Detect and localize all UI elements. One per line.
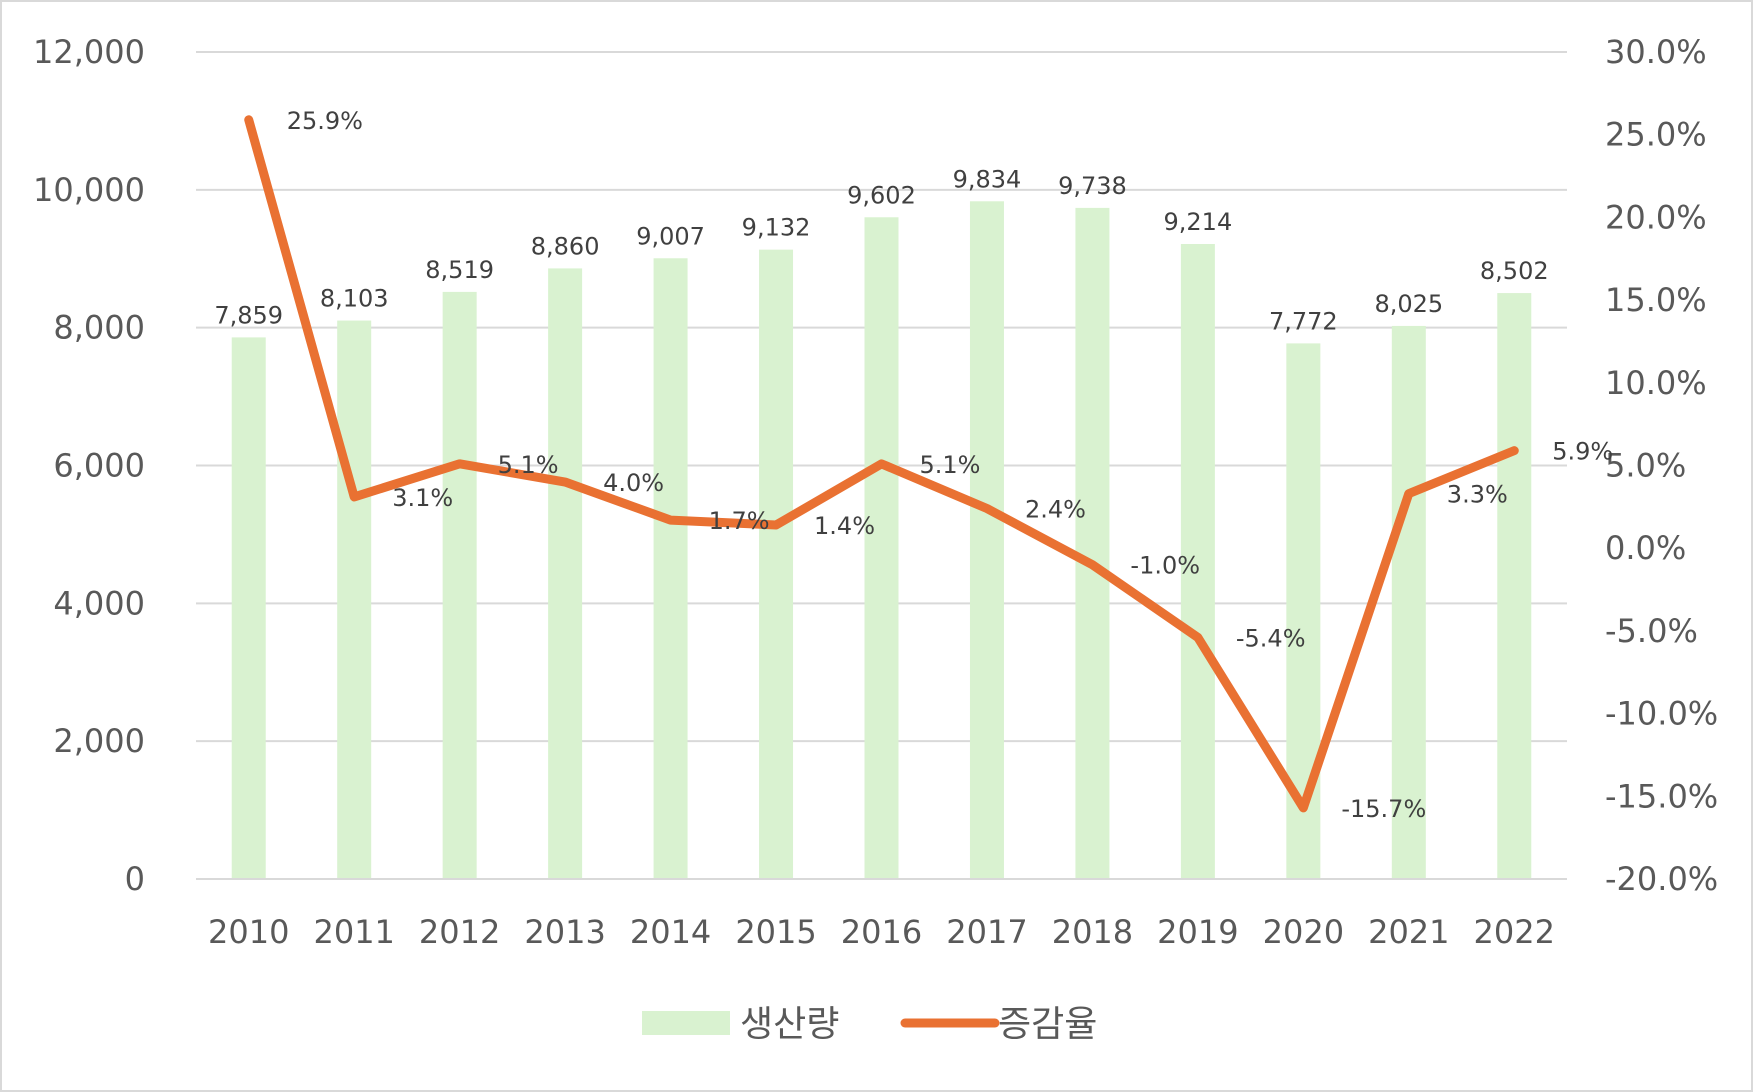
x-tick-label: 2016 — [841, 913, 922, 951]
bar — [1075, 207, 1110, 879]
y-right-tick-label: 10.0% — [1605, 364, 1707, 402]
x-tick-label: 2021 — [1368, 913, 1449, 951]
legend-bar-label: 생산량 — [740, 1004, 839, 1045]
bar-data-label: 8,025 — [1374, 290, 1443, 318]
bar — [1497, 293, 1532, 879]
y-right-tick-label: 5.0% — [1605, 447, 1686, 485]
y-right-tick-label: 0.0% — [1605, 529, 1686, 567]
x-tick-label: 2014 — [630, 913, 711, 951]
y-left-tick-label: 2,000 — [53, 722, 145, 760]
bar — [969, 201, 1004, 879]
x-tick-label: 2011 — [313, 913, 394, 951]
bar-data-label: 7,772 — [1269, 307, 1338, 335]
line-data-label: 3.3% — [1447, 481, 1508, 509]
y-left-tick-label: 12,000 — [33, 33, 145, 71]
x-tick-label: 2015 — [735, 913, 816, 951]
bar-data-label: 9,738 — [1058, 172, 1127, 200]
y-left-tick-label: 0 — [125, 860, 145, 898]
line-data-label: 3.1% — [392, 484, 453, 512]
y-right-tick-label: 30.0% — [1605, 33, 1707, 71]
bar — [864, 217, 899, 880]
bar-data-label: 9,602 — [847, 181, 916, 209]
line-data-label: 5.1% — [498, 451, 559, 479]
line-data-label: -1.0% — [1130, 552, 1200, 580]
line-data-label: 25.9% — [287, 107, 363, 135]
bar-data-label: 9,007 — [636, 222, 705, 250]
line-data-label: 1.7% — [709, 507, 770, 535]
bar-data-label: 8,860 — [531, 232, 600, 260]
legend-bar-swatch — [642, 1011, 730, 1035]
x-tick-label: 2013 — [524, 913, 605, 951]
x-tick-label: 2020 — [1263, 913, 1344, 951]
x-tick-label: 2017 — [946, 913, 1027, 951]
bar — [759, 249, 794, 879]
line-data-label: 5.9% — [1552, 438, 1613, 466]
x-tick-label: 2019 — [1157, 913, 1238, 951]
x-tick-label: 2022 — [1474, 913, 1555, 951]
y-right-tick-label: 20.0% — [1605, 198, 1707, 236]
line-data-label: 4.0% — [603, 469, 664, 497]
bar — [337, 320, 372, 879]
bar — [442, 291, 477, 879]
bar-data-label: 9,214 — [1164, 208, 1233, 236]
line-data-label: 2.4% — [1025, 496, 1086, 524]
bar-data-label: 8,519 — [425, 256, 494, 284]
bar — [1180, 244, 1215, 879]
legend-line-label: 증감율 — [998, 1004, 1097, 1045]
x-tick-label: 2018 — [1052, 913, 1133, 951]
x-tick-label: 2010 — [208, 913, 289, 951]
y-right-tick-label: -5.0% — [1605, 612, 1698, 650]
bar-data-label: 9,834 — [953, 165, 1022, 193]
y-right-tick-label: 25.0% — [1605, 116, 1707, 154]
bar — [1391, 325, 1426, 880]
bar-data-label: 9,132 — [742, 214, 811, 242]
y-right-tick-label: -20.0% — [1605, 860, 1718, 898]
y-left-tick-label: 8,000 — [53, 309, 145, 347]
line-data-label: 5.1% — [920, 451, 981, 479]
y-left-tick-label: 10,000 — [33, 171, 145, 209]
y-left-tick-label: 6,000 — [53, 447, 145, 485]
x-tick-label: 2012 — [419, 913, 500, 951]
y-right-tick-label: 15.0% — [1605, 281, 1707, 319]
bar-data-label: 8,103 — [320, 285, 389, 313]
y-left-tick-label: 4,000 — [53, 584, 145, 622]
y-right-tick-label: -10.0% — [1605, 695, 1718, 733]
bar — [653, 258, 688, 879]
bar — [548, 268, 583, 880]
bar-data-label: 7,859 — [214, 301, 283, 329]
line-data-label: -5.4% — [1236, 625, 1306, 653]
line-data-label: 1.4% — [814, 512, 875, 540]
y-right-tick-label: -15.0% — [1605, 777, 1718, 815]
bar-data-label: 8,502 — [1480, 257, 1549, 285]
line-data-label: -15.7% — [1341, 795, 1426, 823]
bar — [231, 337, 266, 879]
